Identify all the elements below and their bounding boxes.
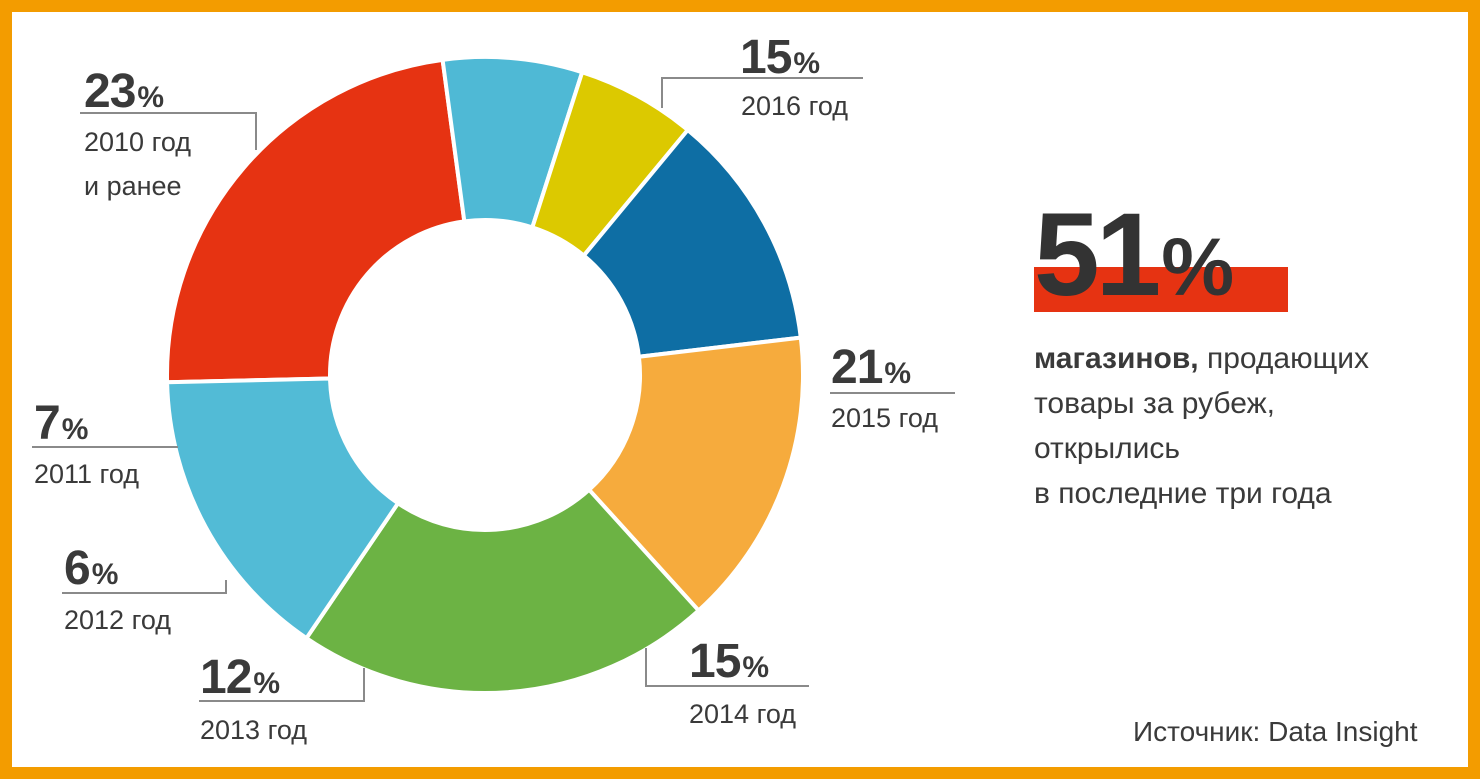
year-2012: 2012 год [64, 605, 171, 635]
highlight-bar [1034, 267, 1288, 312]
highlight-block: 51% [1034, 196, 1294, 320]
percent-2011: % [61, 413, 89, 446]
percent-2013: % [253, 667, 280, 700]
value-2010: 23 [84, 65, 136, 118]
value-2011: 7 [34, 397, 61, 450]
leader-2016 [661, 77, 863, 108]
value-2014: 15 [689, 635, 741, 688]
year-2013: 2013 год [200, 715, 307, 745]
caption-bold: магазинов, [1034, 342, 1199, 375]
leader-2012 [62, 580, 227, 594]
label-2011: 7% [34, 397, 89, 450]
year-2016: 2016 год [741, 91, 848, 121]
caption-rest: продающих [1198, 342, 1370, 375]
caption-line2: товары за рубеж, [1034, 387, 1276, 420]
label-2016: 15% [740, 31, 820, 84]
year-2010: 2010 год [84, 127, 191, 157]
slice-2015-год [304, 487, 701, 695]
highlight-percent: % [1161, 222, 1235, 313]
value-2013: 12 [200, 651, 252, 704]
caption-line3: открылись [1034, 432, 1181, 465]
percent-2014: % [742, 651, 769, 684]
percent-2010: % [137, 81, 164, 114]
value-2016: 15 [740, 31, 792, 84]
year-2014: 2014 год [689, 699, 796, 729]
leader-2010 [80, 112, 257, 150]
value-2015: 21 [831, 341, 883, 394]
slice-2013-год [581, 128, 803, 359]
highlight-value: 51% [1034, 196, 1234, 314]
label-2015: 21% [831, 341, 911, 394]
leader-2014 [645, 648, 809, 687]
label-2013: 12% [200, 651, 280, 704]
slice-2016-год [165, 376, 400, 641]
year-2015: 2015 год [831, 403, 938, 433]
label-2012: 6% [64, 542, 119, 595]
source-note: Источник: Data Insight [1133, 716, 1418, 747]
caption-line4: в последние три года [1034, 477, 1332, 510]
slice-2010-год-и-ранее [165, 57, 467, 385]
label-2010: 23% [84, 65, 164, 118]
year-2010-extra: и ранее [84, 171, 182, 201]
year-2011: 2011 год [34, 459, 139, 489]
percent-2012: % [91, 558, 119, 591]
leader-2013 [199, 668, 365, 702]
highlight-caption: магазинов, продающих товары за рубеж, от… [1034, 336, 1454, 516]
slice-2014-год [587, 335, 805, 613]
percent-2016: % [793, 47, 820, 80]
highlight-number: 51 [1034, 189, 1161, 321]
label-2014: 15% [689, 635, 769, 688]
percent-2015: % [884, 357, 911, 390]
value-2012: 6 [64, 542, 91, 595]
